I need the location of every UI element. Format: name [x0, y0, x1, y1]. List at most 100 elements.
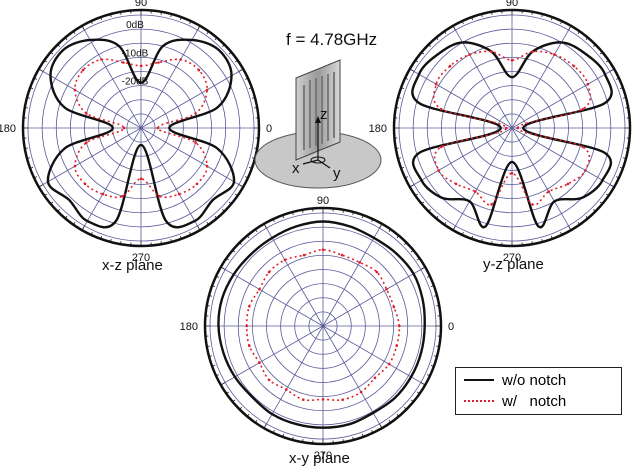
data-point [322, 220, 324, 223]
angle-tick [232, 249, 236, 253]
data-point [295, 423, 298, 426]
angle-tick [481, 13, 483, 18]
data-point [86, 220, 89, 222]
data-point [348, 225, 351, 228]
angle-tick [421, 201, 425, 205]
data-point [454, 182, 458, 186]
angle-tick [248, 166, 253, 169]
angle-tick [404, 407, 407, 410]
data-point [434, 82, 438, 86]
angle-tick [619, 166, 624, 169]
data-point [522, 127, 525, 129]
angle-tick [254, 229, 258, 233]
data-point [248, 344, 251, 348]
data-point [531, 50, 534, 53]
data-point [197, 68, 201, 72]
data-point [302, 253, 306, 257]
antenna-illustration [254, 59, 382, 189]
data-point [205, 88, 209, 92]
angle-tick [435, 215, 439, 219]
data-point [603, 152, 606, 154]
data-point [85, 112, 88, 115]
data-point [437, 169, 440, 172]
angle-tick [120, 11, 122, 15]
angle-tick [246, 235, 250, 239]
angle-tick [90, 20, 93, 24]
data-point [233, 180, 235, 183]
angular-gridline [511, 29, 569, 129]
angle-tick-label: 270 [314, 450, 332, 462]
data-point [193, 220, 196, 222]
angle-tick [26, 157, 31, 159]
data-point [375, 270, 379, 274]
data-point [395, 344, 399, 348]
angle-tick [342, 209, 344, 213]
angle-tick [302, 209, 304, 213]
radial-tick-label: -10dB [122, 48, 149, 59]
data-point [221, 298, 223, 300]
data-point [511, 161, 513, 163]
data-point [295, 225, 298, 228]
angle-tick [396, 413, 400, 417]
angle-tick [625, 107, 629, 109]
radial-tick-label: 0dB [126, 20, 144, 31]
angle-tick [599, 201, 603, 205]
angle-tick [254, 419, 258, 423]
angle-tick [234, 193, 238, 197]
angular-gridline [511, 71, 611, 129]
data-point [484, 225, 487, 228]
angle-tick [206, 305, 210, 307]
z-axis-arrowhead [315, 116, 321, 123]
data-point [421, 298, 424, 301]
data-point [251, 396, 254, 398]
angle-tick [371, 430, 374, 434]
plane-label-yz: y-z plane [483, 256, 544, 273]
data-point [158, 194, 161, 198]
angular-gridline [42, 127, 142, 185]
angular-gridline [455, 29, 513, 129]
angle-tick [443, 31, 447, 35]
angle-tick [214, 37, 218, 41]
angle-tick [622, 157, 627, 159]
angular-gridline [413, 127, 513, 185]
angle-tick [361, 433, 364, 438]
angle-tick [415, 59, 419, 63]
data-point [321, 398, 325, 401]
angle-tick [481, 238, 483, 243]
data-point [510, 171, 514, 175]
data-point [232, 273, 235, 276]
angle-tick [50, 201, 54, 205]
angle-tick-label: 180 [180, 321, 198, 333]
angle-tick [404, 176, 408, 179]
angle-tick [599, 51, 603, 55]
angle-tick [491, 11, 493, 15]
data-point [258, 361, 261, 365]
angle-tick [90, 232, 93, 236]
angle-tick [160, 241, 162, 245]
angle-tick [57, 209, 60, 212]
angle-tick [110, 13, 112, 18]
angle-tick [222, 209, 225, 212]
data-point [63, 106, 66, 109]
data-point [47, 180, 49, 183]
data-point [205, 164, 209, 168]
data-point [474, 190, 477, 193]
angular-gridline [84, 127, 142, 227]
angle-tick [24, 107, 28, 109]
data-point [115, 219, 117, 222]
angle-tick [427, 275, 431, 278]
angular-gridline [266, 227, 324, 327]
data-point [581, 197, 583, 199]
angle-tick [214, 215, 218, 219]
data-point [604, 73, 606, 76]
angle-tick [416, 257, 420, 261]
data-point [461, 41, 464, 44]
angular-gridline [322, 325, 422, 383]
data-point [341, 398, 345, 402]
data-point [271, 413, 273, 415]
data-point [285, 388, 288, 391]
angular-gridline [511, 127, 611, 185]
data-point [468, 200, 471, 203]
angular-gridline [140, 127, 198, 227]
angle-tick [471, 16, 474, 21]
